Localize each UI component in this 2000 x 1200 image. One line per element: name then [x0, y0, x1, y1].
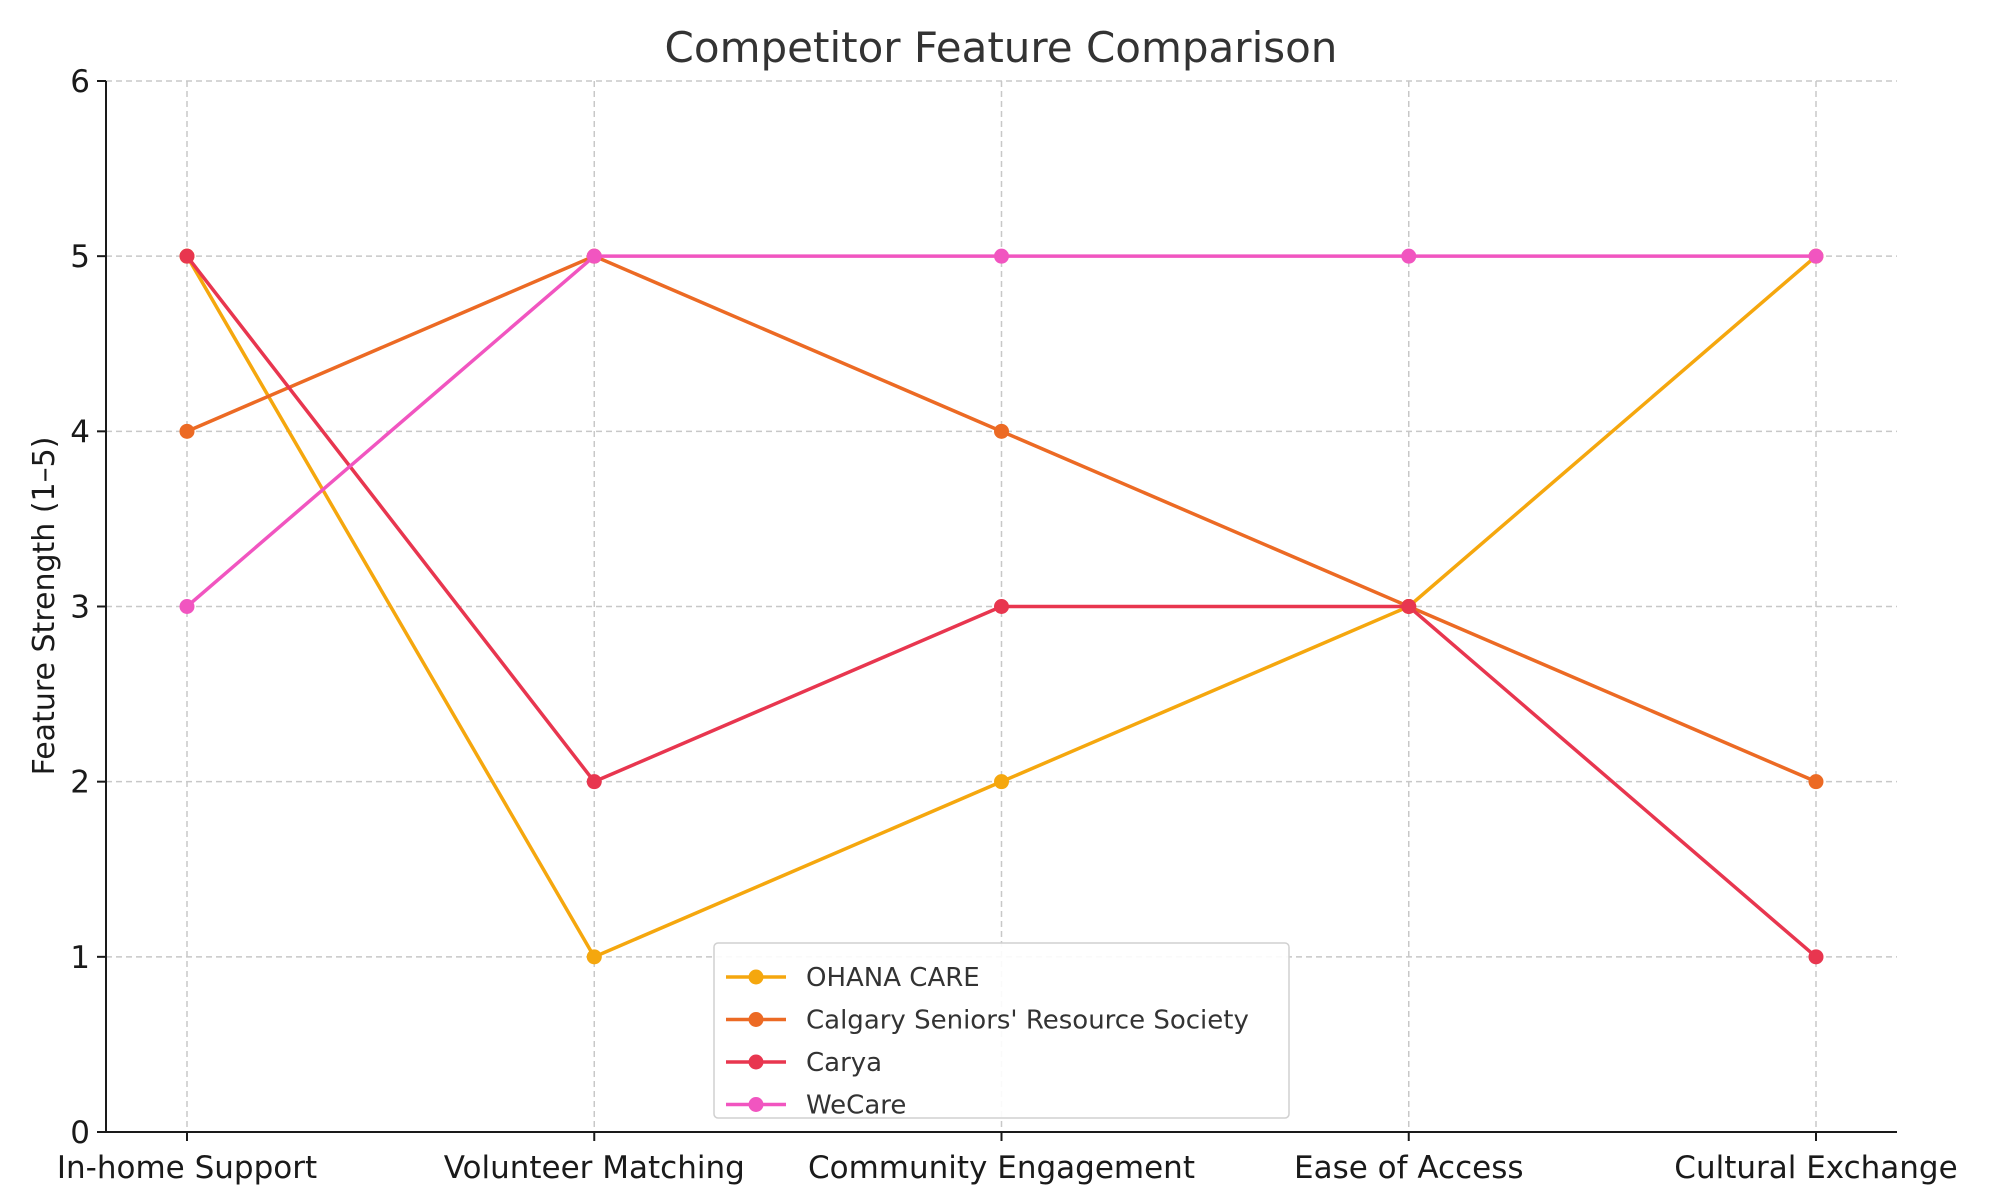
data-point: Calgary Seniors' Resource Society — Comm… — [994, 423, 1009, 439]
y-tick-label: 2 — [70, 765, 90, 801]
legend-item: Calgary Seniors' Resource Society — [726, 1006, 1249, 1036]
data-point: Carya — In-home Support: 5 — [179, 248, 195, 264]
legend-label: Carya — [806, 1048, 882, 1078]
data-point: OHANA CARE — Volunteer Matching: 1 — [586, 949, 602, 965]
data-point: Calgary Seniors' Resource Society — In-h… — [179, 423, 195, 439]
legend-marker — [748, 1012, 764, 1027]
data-point: WeCare — In-home Support: 3 — [179, 599, 195, 614]
legend-item: WeCare — [726, 1091, 906, 1121]
series-1: Calgary Seniors' Resource Society — In-h… — [179, 248, 1824, 790]
data-point: WeCare — Ease of Access: 5 — [1401, 248, 1417, 264]
data-point: OHANA CARE — Community Engagement: 2 — [994, 774, 1009, 790]
data-point: WeCare — Community Engagement: 5 — [994, 248, 1009, 264]
y-tick-label: 6 — [70, 64, 90, 100]
y-tick-label: 4 — [70, 414, 90, 450]
data-point: Calgary Seniors' Resource Society — Cult… — [1808, 774, 1824, 790]
y-tick-label: 1 — [70, 940, 90, 976]
legend-label: WeCare — [806, 1091, 906, 1121]
y-tick-label: 0 — [70, 1115, 90, 1151]
series: OHANA CARE — In-home Support: 5OHANA CAR… — [179, 248, 1824, 965]
series-2: Carya — In-home Support: 5 Carya — Volunt… — [179, 248, 1824, 965]
legend-frame — [713, 942, 1290, 1119]
x-tick-label: Cultural Exchange — [1674, 1150, 1957, 1186]
legend-marker — [748, 969, 764, 985]
data-point: WeCare — Cultural Exchange: 5 — [1808, 248, 1824, 264]
x-tick-label: In-home Support — [57, 1150, 317, 1186]
data-point: Carya — Cultural Exchange: 1 — [1808, 949, 1824, 965]
data-point: WeCare — Volunteer Matching: 5 — [586, 248, 602, 264]
y-tick-label: 3 — [70, 590, 90, 626]
x-tick-label: Community Engagement — [808, 1150, 1195, 1186]
legend-marker — [748, 1097, 764, 1112]
y-tick-label: 5 — [70, 239, 90, 275]
legend-marker — [748, 1054, 764, 1070]
data-point: Carya — Volunteer Matching: 2 — [586, 774, 602, 790]
legend: OHANA CARE Calgary Seniors' Resource Soci… — [713, 942, 1290, 1121]
legend-label: Calgary Seniors' Resource Society — [806, 1006, 1249, 1036]
data-point: Carya — Ease of Access: 3 — [1401, 599, 1417, 614]
series-3: WeCare — In-home Support: 3 WeCare — Volu… — [179, 248, 1824, 614]
legend-item: OHANA CARE — [726, 963, 980, 993]
legend-item: Carya — [726, 1048, 882, 1078]
x-tick-label: Volunteer Matching — [444, 1150, 745, 1186]
x-tick-label: Ease of Access — [1294, 1150, 1524, 1186]
y-axis-label: Feature Strength (1–5) — [27, 437, 62, 776]
data-point: Carya — Community Engagement: 3 — [994, 599, 1009, 614]
ticks: 0 1 2 3 4 5 6 In-home Support Volunteer Matching… — [57, 64, 1958, 1186]
chart-title: Competitor Feature Comparison — [665, 23, 1338, 72]
legend-label: OHANA CARE — [806, 963, 980, 993]
